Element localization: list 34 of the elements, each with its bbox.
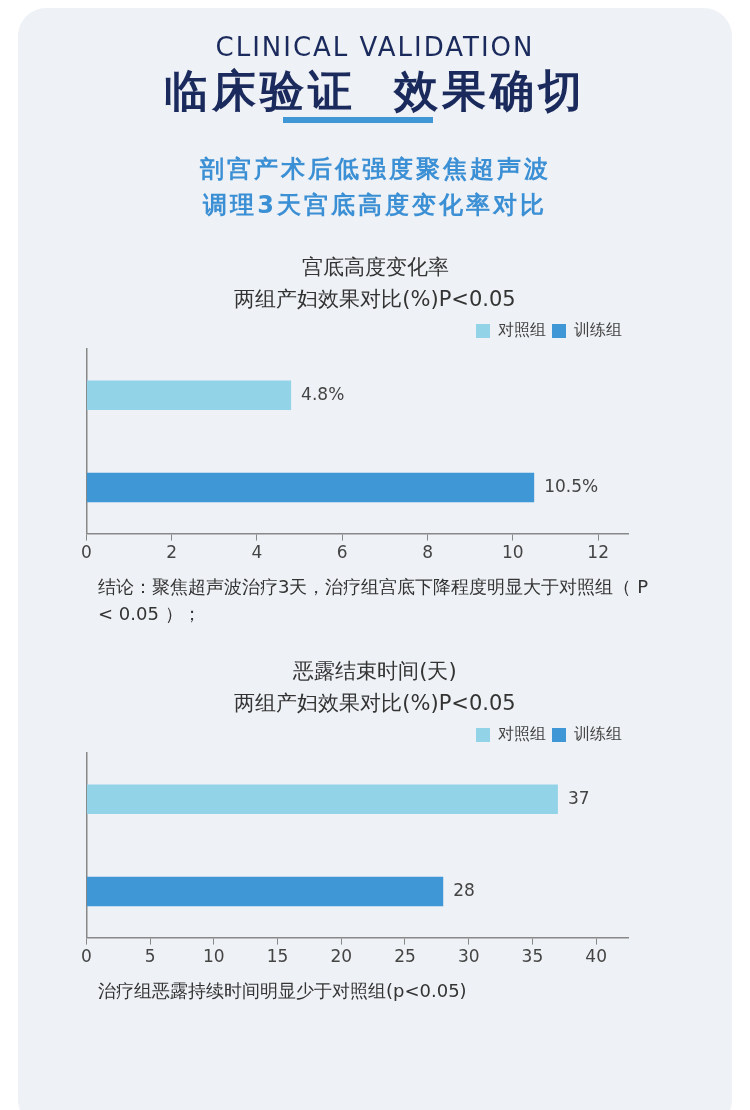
legend-label: 训练组 xyxy=(574,320,622,340)
x-tick-label: 6 xyxy=(336,542,348,563)
x-tick-label: 35 xyxy=(521,946,544,967)
text: 剖宫产术后低强度聚焦超声波 xyxy=(198,154,552,185)
data-label: 28 xyxy=(453,879,475,900)
x-tick-label: 8 xyxy=(422,542,433,563)
x-tick-label: 20 xyxy=(330,946,353,967)
x-tick-label: 4 xyxy=(251,542,263,563)
x-tick-label: 30 xyxy=(457,946,480,967)
x-tick-label: 0 xyxy=(80,946,92,967)
text: 治疗组恶露持续时间明显少于对照组(p<0.05) xyxy=(98,979,468,1003)
data-label: 4.8% xyxy=(301,383,345,404)
x-tick-label: 15 xyxy=(266,946,289,967)
text: 调理3天宫底高度变化率对比 xyxy=(201,190,548,221)
x-tick-label: 12 xyxy=(587,542,609,563)
x-tick-label: 5 xyxy=(144,946,156,967)
x-tick-label: 10 xyxy=(203,946,225,967)
chart-subtitle: 两组产妇效果对比(%)P<0.05 xyxy=(233,690,517,717)
text: 临床验证 效果确切 xyxy=(163,64,587,118)
data-label: 10.5% xyxy=(544,475,599,496)
x-tick-label: 2 xyxy=(166,542,178,563)
chart-subtitle: 两组产妇效果对比(%)P<0.05 xyxy=(233,286,517,313)
x-tick-label: 0 xyxy=(80,542,92,563)
x-tick-label: 10 xyxy=(502,542,524,563)
chart-title: 恶露结束时间(天) xyxy=(292,658,458,685)
data-label: 37 xyxy=(567,787,590,808)
chart-title: 宫底高度变化率 xyxy=(300,254,450,281)
x-tick-label: 40 xyxy=(585,946,607,967)
text: CLINICAL VALIDATION xyxy=(214,31,536,62)
legend-label: 对照组 xyxy=(498,320,546,340)
x-tick-label: 25 xyxy=(394,946,416,967)
legend-label: 训练组 xyxy=(574,724,622,744)
legend-label: 对照组 xyxy=(498,724,546,744)
text: 结论：聚焦超声波治疗3天，治疗组宫底下降程度明显大于对照组（ P < 0.05 ）； xyxy=(98,575,650,626)
